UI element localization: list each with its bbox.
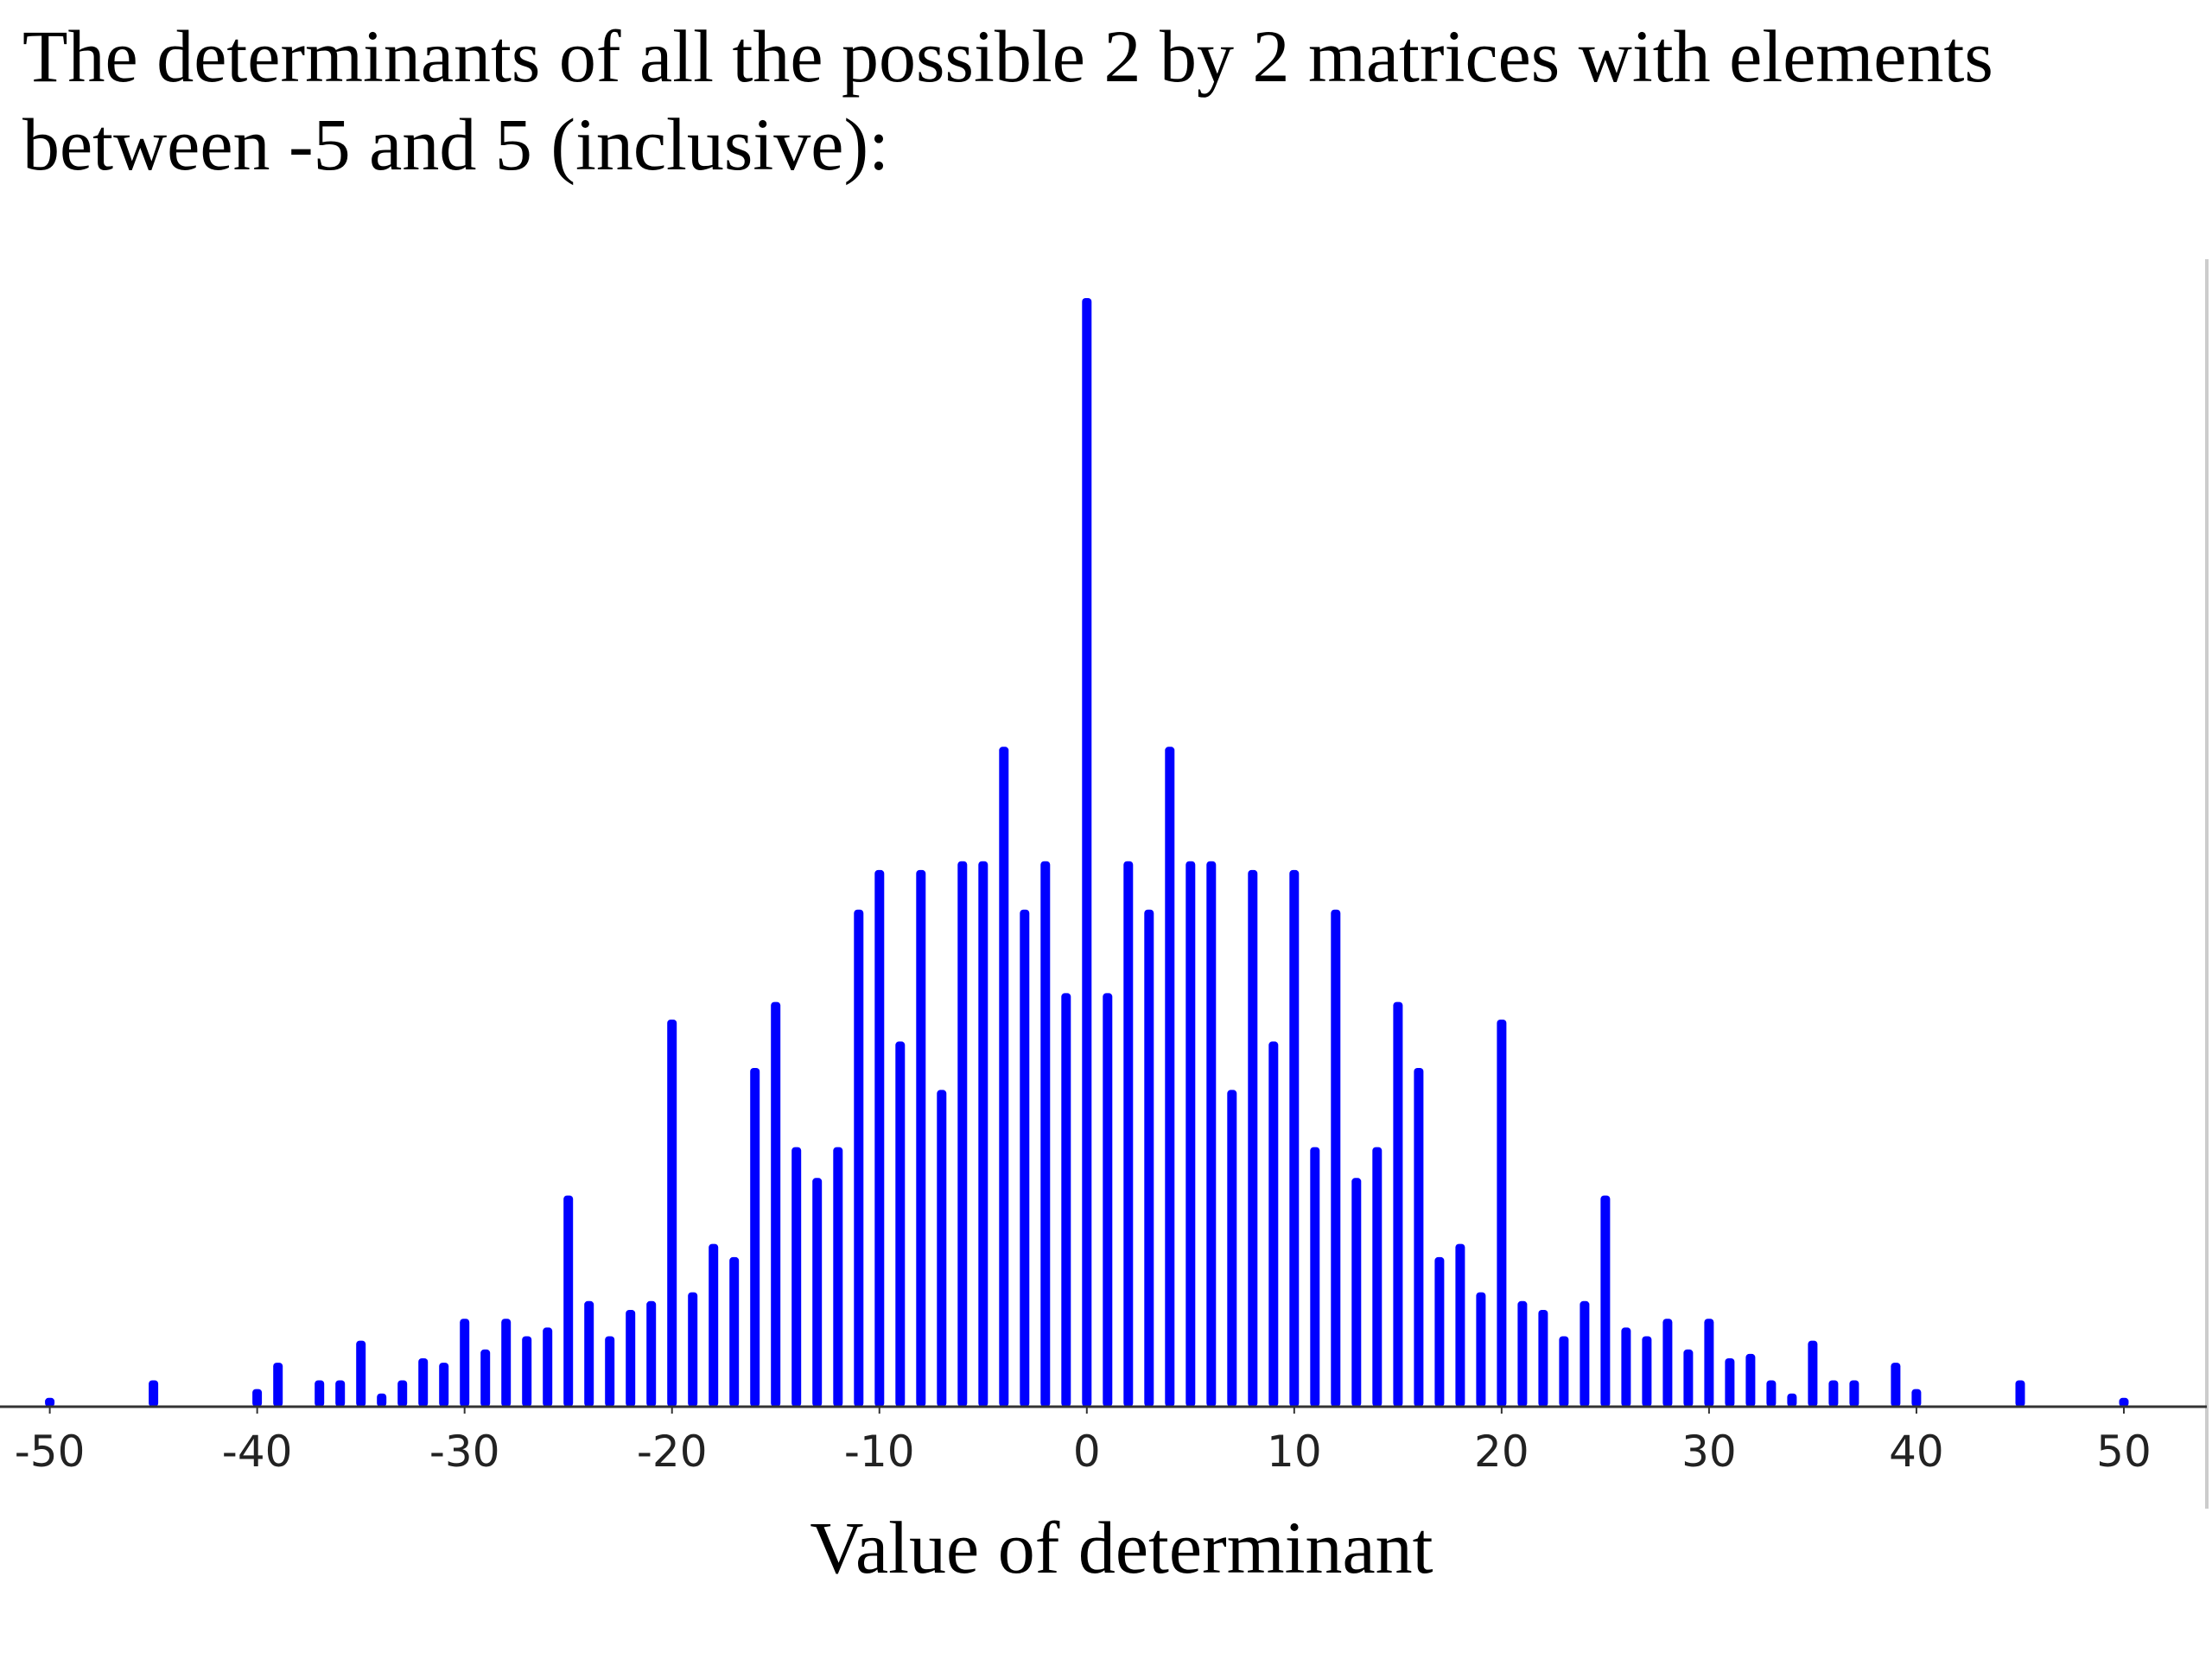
bar-det--20 [667, 1020, 677, 1407]
bar-det--34 [377, 1393, 387, 1407]
bar-det-32 [1745, 1353, 1756, 1407]
bar-det--9 [895, 1041, 906, 1407]
bar-det--2 [1040, 861, 1051, 1407]
bar-det-12 [1331, 909, 1341, 1407]
bar-det--45 [149, 1380, 159, 1407]
bar-det--7 [937, 1090, 947, 1407]
bar-det-11 [1310, 1147, 1320, 1407]
bar-det-0 [1082, 298, 1092, 1407]
bar-det--1 [1061, 993, 1071, 1407]
bar-det--12 [833, 1147, 843, 1407]
bar-det-13 [1351, 1178, 1362, 1407]
x-tick-label: -40 [222, 1427, 293, 1477]
bar-det-36 [1828, 1380, 1839, 1407]
bar-det-40 [1911, 1389, 1922, 1407]
bar-det-24 [1580, 1300, 1590, 1407]
bar-det-30 [1704, 1319, 1714, 1407]
bar-det-1 [1103, 993, 1113, 1407]
bar-det--6 [957, 861, 968, 1407]
x-ticks-group: -50 -40 -30 -20 -10 0 10 20 30 40 50 [15, 1407, 2152, 1477]
bar-det-15 [1393, 1001, 1403, 1407]
x-tick-label: 30 [1681, 1427, 1737, 1477]
bar-det--14 [791, 1147, 802, 1407]
bar-det--31 [439, 1363, 449, 1407]
bar-det-26 [1621, 1327, 1631, 1407]
bar-det-17 [1434, 1256, 1445, 1407]
bar-det-23 [1559, 1336, 1569, 1407]
bar-det--5 [978, 861, 988, 1407]
bar-det-16 [1414, 1068, 1424, 1407]
bar-det--22 [626, 1310, 636, 1407]
bar-det-31 [1725, 1358, 1735, 1407]
bar-det--35 [356, 1340, 366, 1407]
x-tick-label: -50 [15, 1427, 86, 1477]
bar-det-22 [1538, 1310, 1548, 1407]
bar-det-9 [1268, 1041, 1279, 1407]
bar-det-33 [1766, 1380, 1777, 1407]
bar-det--33 [397, 1380, 408, 1407]
bar-det-20 [1497, 1020, 1507, 1407]
bar-det--29 [480, 1349, 491, 1407]
x-tick-label: 10 [1267, 1427, 1322, 1477]
x-tick-label: -10 [844, 1427, 915, 1477]
x-tick-label: 40 [1889, 1427, 1944, 1477]
bar-det-45 [2015, 1380, 2025, 1407]
bar-det--28 [501, 1319, 512, 1407]
bar-det-29 [1683, 1349, 1694, 1407]
bar-det--21 [646, 1300, 657, 1407]
bar-det--11 [854, 909, 864, 1407]
x-tick-label: -30 [429, 1427, 500, 1477]
bar-det--17 [729, 1256, 740, 1407]
bar-det--18 [709, 1243, 719, 1407]
bar-det-14 [1372, 1147, 1382, 1407]
bar-det-27 [1642, 1336, 1652, 1407]
bar-det-39 [1891, 1363, 1901, 1407]
bar-det--23 [605, 1336, 615, 1407]
bar-det-10 [1289, 869, 1300, 1407]
bar-det-2 [1123, 861, 1134, 1407]
bar-det-5 [1185, 861, 1196, 1407]
bar-det-7 [1227, 1090, 1237, 1407]
x-tick-label: 0 [1073, 1427, 1101, 1477]
bar-det--36 [335, 1380, 346, 1407]
bar-det--3 [1020, 909, 1030, 1407]
bar-det-25 [1600, 1195, 1611, 1407]
x-tick-label: -20 [637, 1427, 708, 1477]
bar-det-35 [1808, 1340, 1818, 1407]
bar-det-18 [1455, 1243, 1465, 1407]
bar-det-37 [1849, 1380, 1859, 1407]
bar-det--8 [916, 869, 926, 1407]
bar-det--27 [522, 1336, 532, 1407]
bar-det--16 [750, 1068, 760, 1407]
bar-det--39 [273, 1363, 283, 1407]
bar-det--30 [460, 1319, 470, 1407]
bar-det--15 [771, 1001, 781, 1407]
bar-det--26 [543, 1327, 553, 1407]
x-tick-label: 50 [2096, 1427, 2152, 1477]
bar-det-4 [1165, 747, 1175, 1407]
bar-det-21 [1517, 1300, 1528, 1407]
bar-det--10 [874, 869, 885, 1407]
bar-det-19 [1476, 1292, 1486, 1407]
bar-det--50 [45, 1397, 55, 1407]
bars-group [45, 298, 2129, 1407]
x-axis-title: Value of determinant [810, 1506, 1433, 1589]
bar-det--4 [999, 747, 1009, 1407]
bar-det-6 [1206, 861, 1217, 1407]
bar-det--19 [688, 1292, 698, 1407]
bar-det--25 [563, 1195, 574, 1407]
bar-det--40 [252, 1389, 263, 1407]
page-title: The determinants of all the possible 2 b… [22, 15, 1993, 186]
bar-det-34 [1787, 1393, 1797, 1407]
bar-det--32 [418, 1358, 429, 1407]
bar-det--37 [315, 1380, 325, 1407]
bar-det-3 [1144, 909, 1154, 1407]
bar-det--24 [584, 1300, 594, 1407]
bar-det-50 [2119, 1397, 2129, 1407]
bar-det-28 [1662, 1319, 1673, 1407]
x-tick-label: 20 [1474, 1427, 1529, 1477]
bar-det-8 [1248, 869, 1258, 1407]
bar-det--13 [812, 1178, 823, 1407]
